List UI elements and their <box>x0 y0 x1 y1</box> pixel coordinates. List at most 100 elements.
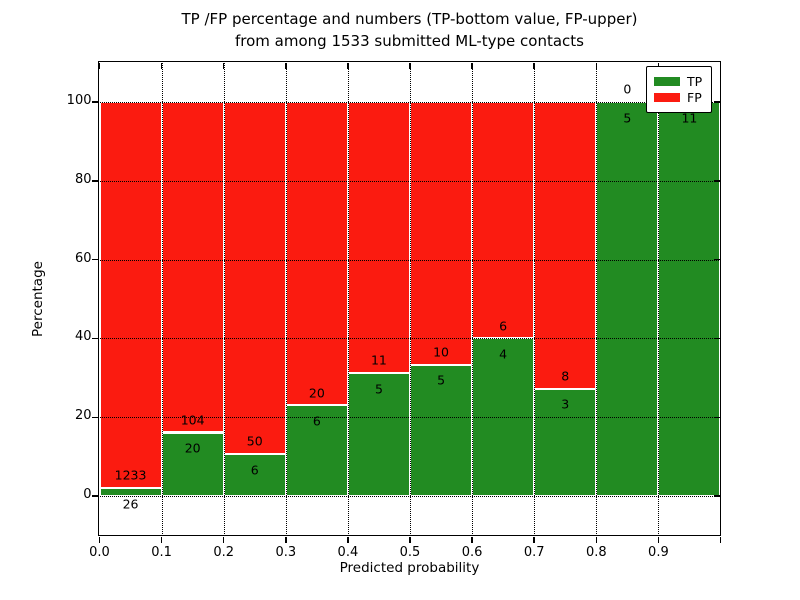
legend-label-tp: TP <box>687 74 703 89</box>
v-gridline <box>223 62 225 536</box>
fp-count-label: 20 <box>308 385 325 400</box>
tp-bar-segment <box>161 432 224 497</box>
x-tick-label: 0.5 <box>399 544 421 560</box>
x-tick-mark-top <box>657 62 660 69</box>
h-gridline <box>99 180 721 182</box>
y-tick-mark <box>91 258 98 261</box>
x-tick-label: 0.6 <box>461 544 483 560</box>
x-tick-mark <box>471 537 473 543</box>
x-tick-label: 0.0 <box>89 544 110 560</box>
x-tick-mark <box>533 537 535 543</box>
y-tick-mark-right <box>714 495 721 497</box>
y-tick-mark-right <box>714 101 721 103</box>
v-gridline <box>472 62 474 536</box>
v-gridline <box>285 62 287 536</box>
tp-bar-segment <box>658 101 721 497</box>
y-tick-label: 20 <box>74 408 92 424</box>
v-gridline <box>534 62 536 536</box>
tp-count-label: 5 <box>374 381 383 397</box>
fp-count-label: 0 <box>623 81 632 97</box>
fp-bar-segment <box>472 101 535 339</box>
fp-bar-segment <box>534 101 597 389</box>
y-tick-mark-right <box>714 337 721 340</box>
h-gridline <box>99 496 721 498</box>
fp-color-swatch-icon <box>654 93 680 102</box>
x-tick-mark-top <box>222 62 225 69</box>
x-tick-mark-top <box>595 62 598 69</box>
x-tick-mark <box>657 537 660 543</box>
fp-count-label: 8 <box>561 368 570 384</box>
fp-count-label: 10 <box>433 344 449 360</box>
x-tick-mark <box>285 537 287 543</box>
x-tick-label: 0.3 <box>275 544 297 560</box>
tp-count-label: 3 <box>561 396 570 412</box>
x-tick-mark-top <box>347 62 349 69</box>
tp-bar-segment <box>99 487 162 497</box>
v-gridline <box>161 62 163 536</box>
tp-count-label: 4 <box>499 346 508 362</box>
fp-bar-segment <box>347 101 410 373</box>
y-tick-mark <box>91 101 98 103</box>
x-tick-mark <box>409 537 411 543</box>
x-tick-mark-top <box>719 62 722 69</box>
tp-bar-segment <box>285 405 348 497</box>
tp-count-label: 6 <box>312 413 321 429</box>
x-tick-mark <box>222 537 225 543</box>
tp-bar-segment <box>347 372 410 497</box>
y-tick-label: 60 <box>74 250 92 266</box>
x-tick-label: 0.1 <box>151 544 172 560</box>
y-tick-mark-right <box>714 258 721 261</box>
chart-title-line1: TP /FP percentage and numbers (TP-bottom… <box>181 10 638 28</box>
v-gridline <box>658 62 660 536</box>
y-tick-mark-right <box>714 180 721 182</box>
x-axis-label: Predicted probability <box>339 560 480 576</box>
tp-color-swatch-icon <box>654 77 680 86</box>
fp-count-label: 6 <box>499 318 508 334</box>
y-tick-label: 100 <box>66 92 92 108</box>
y-tick-mark <box>91 180 98 182</box>
y-tick-mark <box>91 495 98 497</box>
x-tick-mark-top <box>533 62 535 69</box>
h-gridline <box>99 259 721 261</box>
tp-count-label: 5 <box>623 110 632 126</box>
h-gridline <box>99 417 721 419</box>
y-tick-mark <box>91 337 98 340</box>
x-tick-mark <box>595 537 598 543</box>
legend-item-tp: TP <box>654 75 702 88</box>
y-axis-label: Percentage <box>30 261 46 337</box>
x-tick-mark-top <box>409 62 411 69</box>
v-gridline <box>410 62 411 536</box>
tp-count-label: 20 <box>184 440 201 456</box>
chart-title-line2: from among 1533 submitted ML-type contac… <box>235 32 584 50</box>
fp-bar-segment <box>223 101 286 454</box>
x-tick-mark-top <box>160 62 163 69</box>
x-tick-mark-top <box>285 62 287 69</box>
x-tick-label: 0.7 <box>523 544 545 560</box>
x-tick-mark <box>160 537 163 543</box>
h-gridline <box>99 101 721 103</box>
x-tick-mark-top <box>471 62 473 69</box>
tp-bar-segment <box>472 338 535 497</box>
y-tick-mark <box>91 416 98 418</box>
fp-bar-segment <box>161 101 224 433</box>
y-tick-label: 40 <box>74 329 92 345</box>
x-tick-mark <box>347 537 349 543</box>
fp-bar-segment <box>99 101 162 488</box>
fp-count-label: 104 <box>180 412 205 428</box>
x-tick-mark <box>98 537 101 543</box>
x-tick-mark-top <box>98 62 101 69</box>
fp-count-label: 11 <box>370 352 387 368</box>
h-gridline <box>99 338 721 340</box>
tp-count-label: 5 <box>437 372 446 388</box>
fp-count-label: 1233 <box>114 467 147 483</box>
x-tick-label: 0.8 <box>585 544 607 560</box>
fp-count-label: 50 <box>246 433 263 449</box>
x-tick-mark <box>719 537 722 543</box>
x-tick-label: 0.9 <box>648 544 669 560</box>
tp-bar-segment <box>534 388 597 497</box>
v-gridline <box>596 62 598 536</box>
y-tick-label: 0 <box>83 487 92 503</box>
legend-item-fp: FP <box>654 91 702 104</box>
legend: TP FP <box>646 66 713 113</box>
